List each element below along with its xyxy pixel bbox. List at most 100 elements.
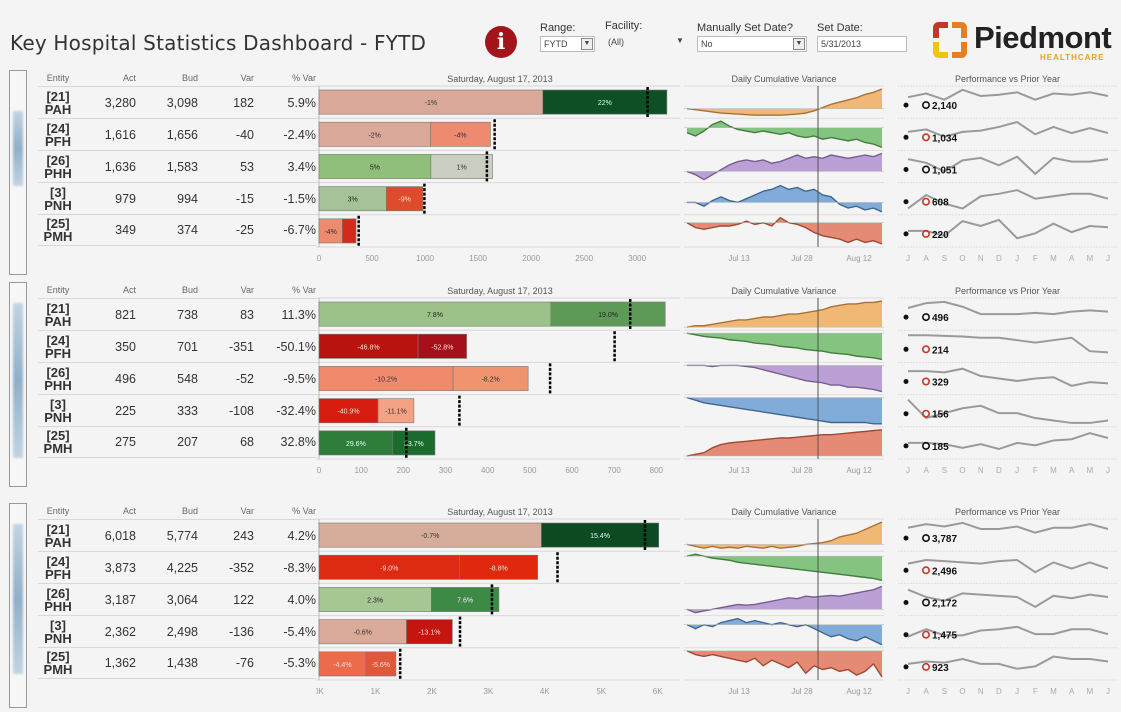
pct-var-cell: -6.7% [283,223,316,237]
chevron-down-icon[interactable]: ▼ [676,36,684,45]
bar-chart: 7.8% 19.0% -46.8% -52.8% -10.2% -8.2% -40.9% -1… [316,297,680,475]
act-cell: 3,187 [104,592,136,607]
stats-table: Entity Act Bud Var % Var [21] PAH 6,018 5… [38,503,316,679]
perf-line [907,155,1109,176]
perf-chart: 2,140 1,034 1,051 608 220 J A S O N D J F M A M J [898,85,1118,263]
entity-code: [25] [46,649,70,664]
perf-value-label: 608 [932,198,949,209]
month-tick-label: J [1106,466,1110,475]
area-fill [687,121,882,148]
area-line [686,585,883,614]
range-filter[interactable]: Range: FYTD ▼ [540,22,595,52]
entity-cell: [3] PNH [38,619,78,645]
var-cell: -25 [235,223,254,237]
bar-chart: -1% 22% -2% -4% 5% 1% 3% -9% -4% 0 500 1000 1500 2000… [316,85,680,263]
facility-filter[interactable]: Facility: (All) ▼ [605,20,687,50]
facility-select[interactable]: (All) ▼ [605,34,687,50]
side-scroll-panel[interactable] [9,503,27,708]
bud-cell: 738 [177,307,198,322]
perf-value-label: 3,787 [932,534,957,545]
x-tick-label: 100 [354,466,368,475]
entity-cell: [3] PNH [38,398,78,424]
bud-cell: 4,225 [166,560,198,575]
info-icon[interactable]: i [485,26,517,58]
header-pct-var: % Var [292,73,316,83]
bud-cell: 2,498 [166,624,198,639]
x-tick-label: 0 [317,466,322,475]
perf-value-label: 185 [932,442,949,453]
header-bud: Bud [181,73,198,83]
set-date-filter[interactable]: Set Date: 5/31/2013 [817,22,907,52]
table-row[interactable]: [3] PNH 2,362 2,498 -136 -5.4% [38,615,316,647]
x-tick-label: 600 [565,466,579,475]
var-cell: -136 [228,624,254,639]
pct-var-cell: -2.4% [283,127,316,142]
table-row[interactable]: [25] PMH 1,362 1,438 -76 -5.3% [38,647,316,679]
x-tick-label: Jul 13 [728,466,750,475]
range-select[interactable]: FYTD ▼ [540,36,595,52]
x-tick-label: 800 [650,466,664,475]
side-panel-label [13,111,23,186]
table-row[interactable]: [26] PHH 3,187 3,064 122 4.0% [38,583,316,615]
table-row[interactable]: [3] PNH 979 994 -15 -1.5% [38,182,316,214]
table-row[interactable]: [25] PMH 275 207 68 32.8% [38,426,316,458]
table-row[interactable]: [24] PFH 3,873 4,225 -352 -8.3% [38,551,316,583]
bar-label-current: -8.8% [489,565,507,572]
table-row[interactable]: [21] PAH 821 738 83 11.3% [38,298,316,330]
bud-cell: 374 [177,223,198,237]
table-row[interactable]: [26] PHH 496 548 -52 -9.5% [38,362,316,394]
table-header: Entity Act Bud Var % Var [38,282,316,298]
area-fill [687,618,882,645]
x-tick-label: 1500 [469,254,487,263]
entity-name: PAH [44,101,72,117]
set-date-input[interactable]: 5/31/2013 [817,36,907,52]
entity-name: PMH [43,662,73,677]
prior-year-dot [903,664,909,670]
month-tick-label: J [1106,687,1110,696]
entity-name: PHH [44,598,72,614]
table-row[interactable]: [24] PFH 350 701 -351 -50.1% [38,330,316,362]
perf-value-label: 220 [932,230,949,241]
bar-prior [318,301,552,327]
x-tick-label: 700 [608,466,622,475]
bar-label-prior: -0.6% [354,630,372,637]
current-value-marker [921,534,930,543]
area-fill [687,586,882,613]
table-row[interactable]: [26] PHH 1,636 1,583 53 3.4% [38,150,316,182]
bar-current [392,430,436,456]
prior-year-dot [903,231,909,237]
manual-date-select[interactable]: No ▼ [697,36,807,52]
table-row[interactable]: [24] PFH 1,616 1,656 -40 -2.4% [38,118,316,150]
bar-current [550,301,666,327]
perf-line [908,218,1109,240]
x-tick-label: Jul 28 [791,254,813,263]
table-row[interactable]: [25] PMH 349 374 -25 -6.7% [38,214,316,246]
month-tick-label: J [1015,687,1019,696]
side-scroll-panel[interactable] [9,282,27,487]
entity-name: PFH [45,566,71,582]
bar-label-prior: -2% [368,132,380,139]
entity-name: PNH [44,409,72,425]
chevron-down-icon[interactable]: ▼ [793,38,805,50]
entity-code: [26] [46,585,70,601]
area-line [687,184,883,213]
chevron-down-icon[interactable]: ▼ [581,38,593,50]
bar-label-prior: 3% [348,197,358,204]
entity-code: [25] [46,428,70,443]
bud-cell: 5,774 [166,528,198,543]
manual-date-filter[interactable]: Manually Set Date? No ▼ [697,22,807,52]
table-row[interactable]: [3] PNH 225 333 -108 -32.4% [38,394,316,426]
entity-cell: [24] PFH [38,122,78,148]
bud-cell: 994 [177,191,198,206]
bar-current [459,554,538,580]
table-row[interactable]: [21] PAH 3,280 3,098 182 5.9% [38,86,316,118]
bud-cell: 1,438 [166,656,198,670]
entity-name: PNH [44,630,72,646]
prior-year-dot [903,199,909,205]
act-cell: 496 [115,371,136,386]
side-scroll-panel[interactable] [9,70,27,275]
bar-current [406,619,453,645]
current-value-marker [921,165,930,174]
table-row[interactable]: [21] PAH 6,018 5,774 243 4.2% [38,519,316,551]
perf-chart: 496 214 329 156 185 J A S O N D J F M A M J [898,297,1118,475]
